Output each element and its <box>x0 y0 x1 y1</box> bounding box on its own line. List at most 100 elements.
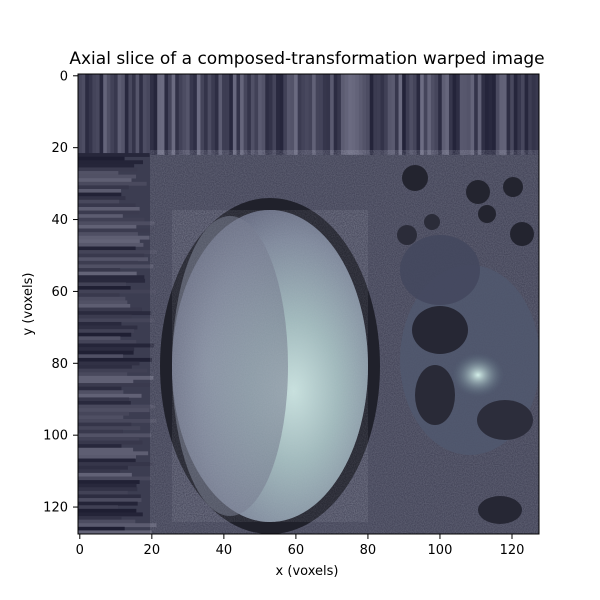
left-band-row <box>78 350 134 355</box>
left-band-row <box>78 368 148 373</box>
left-band-row <box>78 487 138 492</box>
streak-column <box>412 74 417 155</box>
streak-column <box>402 74 407 155</box>
streak-column <box>139 74 144 155</box>
left-band-row <box>78 505 119 510</box>
left-band-row <box>78 375 154 380</box>
x-tick-label: 40 <box>216 543 233 558</box>
left-band-row <box>78 293 120 298</box>
streak-column <box>459 74 464 155</box>
left-band-row <box>78 393 142 398</box>
left-band-row <box>78 465 128 470</box>
left-band-row <box>78 171 119 175</box>
streak-column <box>470 74 475 155</box>
streak-column <box>322 74 327 155</box>
streak-column <box>247 74 252 155</box>
streak-column <box>189 74 194 155</box>
x-axis-label: x (voxels) <box>276 564 339 579</box>
streak-column <box>423 74 428 155</box>
streak-column <box>258 74 262 155</box>
y-tick-label: 0 <box>60 69 68 84</box>
left-band-row <box>78 339 137 344</box>
left-band-row <box>78 476 151 481</box>
left-band-row <box>78 483 137 488</box>
streak-column <box>387 74 392 155</box>
streak-column <box>420 74 425 155</box>
x-ticks: 0 20 40 60 80 100 120 <box>76 534 524 558</box>
figure-title: Axial slice of a composed-transformation… <box>69 49 544 69</box>
streak-column <box>168 74 172 155</box>
streak-column <box>207 74 212 155</box>
left-band-row <box>78 239 140 244</box>
left-band-row <box>78 332 132 337</box>
streak-column <box>142 74 147 155</box>
streak-column <box>250 74 255 155</box>
x-tick-label: 20 <box>144 543 161 558</box>
streak-column <box>196 74 201 155</box>
streak-column <box>502 74 507 155</box>
streak-column <box>351 74 356 155</box>
left-band-row <box>78 501 138 506</box>
streak-column <box>88 74 93 155</box>
left-band-row <box>78 304 131 308</box>
left-band-row <box>78 498 142 502</box>
left-band-row <box>78 246 136 251</box>
streak-column <box>376 74 381 155</box>
left-band-row <box>78 257 149 262</box>
left-band-row <box>78 174 137 179</box>
streak-column <box>405 74 410 155</box>
x-tick-label: 60 <box>288 543 305 558</box>
streak-column <box>441 74 446 155</box>
left-band-row <box>78 206 140 211</box>
left-band-row <box>78 275 145 280</box>
left-band-row <box>78 447 134 452</box>
left-band-row <box>78 451 149 456</box>
left-band-row <box>78 253 145 258</box>
streak-column <box>474 74 479 155</box>
left-band-row <box>78 156 125 161</box>
streak-column <box>268 74 273 155</box>
left-band-row <box>78 163 135 168</box>
streak-column <box>150 74 154 155</box>
streak-column <box>160 74 165 155</box>
streak-column <box>110 74 115 155</box>
streak-column <box>276 74 280 155</box>
streak-column <box>103 74 108 155</box>
streak-column <box>146 74 151 155</box>
y-tick-label: 120 <box>43 501 68 516</box>
left-band-row <box>78 203 136 208</box>
y-tick-label: 40 <box>51 213 68 228</box>
streak-column <box>211 74 216 155</box>
left-band-row <box>78 386 122 391</box>
streak-column <box>394 74 399 155</box>
streak-column <box>510 74 515 155</box>
left-band-row <box>78 178 132 183</box>
streak-column <box>477 74 482 155</box>
left-band-row <box>78 153 150 157</box>
streak-column <box>495 74 500 155</box>
left-band-row <box>78 508 137 513</box>
streak-column <box>78 74 82 155</box>
streak-column <box>294 74 298 155</box>
streak-column <box>308 74 313 155</box>
streak-column <box>434 74 439 155</box>
left-band-row <box>78 185 129 190</box>
left-band-row <box>78 228 154 233</box>
left-band-row <box>78 325 138 330</box>
streak-column <box>301 74 306 155</box>
left-band-row <box>78 307 142 312</box>
left-band-row <box>78 329 135 334</box>
left-band-row <box>78 512 143 517</box>
left-band-row <box>78 390 124 395</box>
left-band-row <box>78 397 130 402</box>
streak-column <box>340 74 345 155</box>
streak-column <box>157 74 162 155</box>
left-band-row <box>78 419 157 423</box>
y-ticks: 0 20 40 60 80 100 120 <box>43 69 78 516</box>
left-band-row <box>78 526 125 531</box>
left-band-row <box>78 242 144 247</box>
streak-column <box>373 74 378 155</box>
y-tick-label: 20 <box>51 141 68 156</box>
left-band-row <box>78 379 134 384</box>
left-band-row <box>78 321 122 326</box>
